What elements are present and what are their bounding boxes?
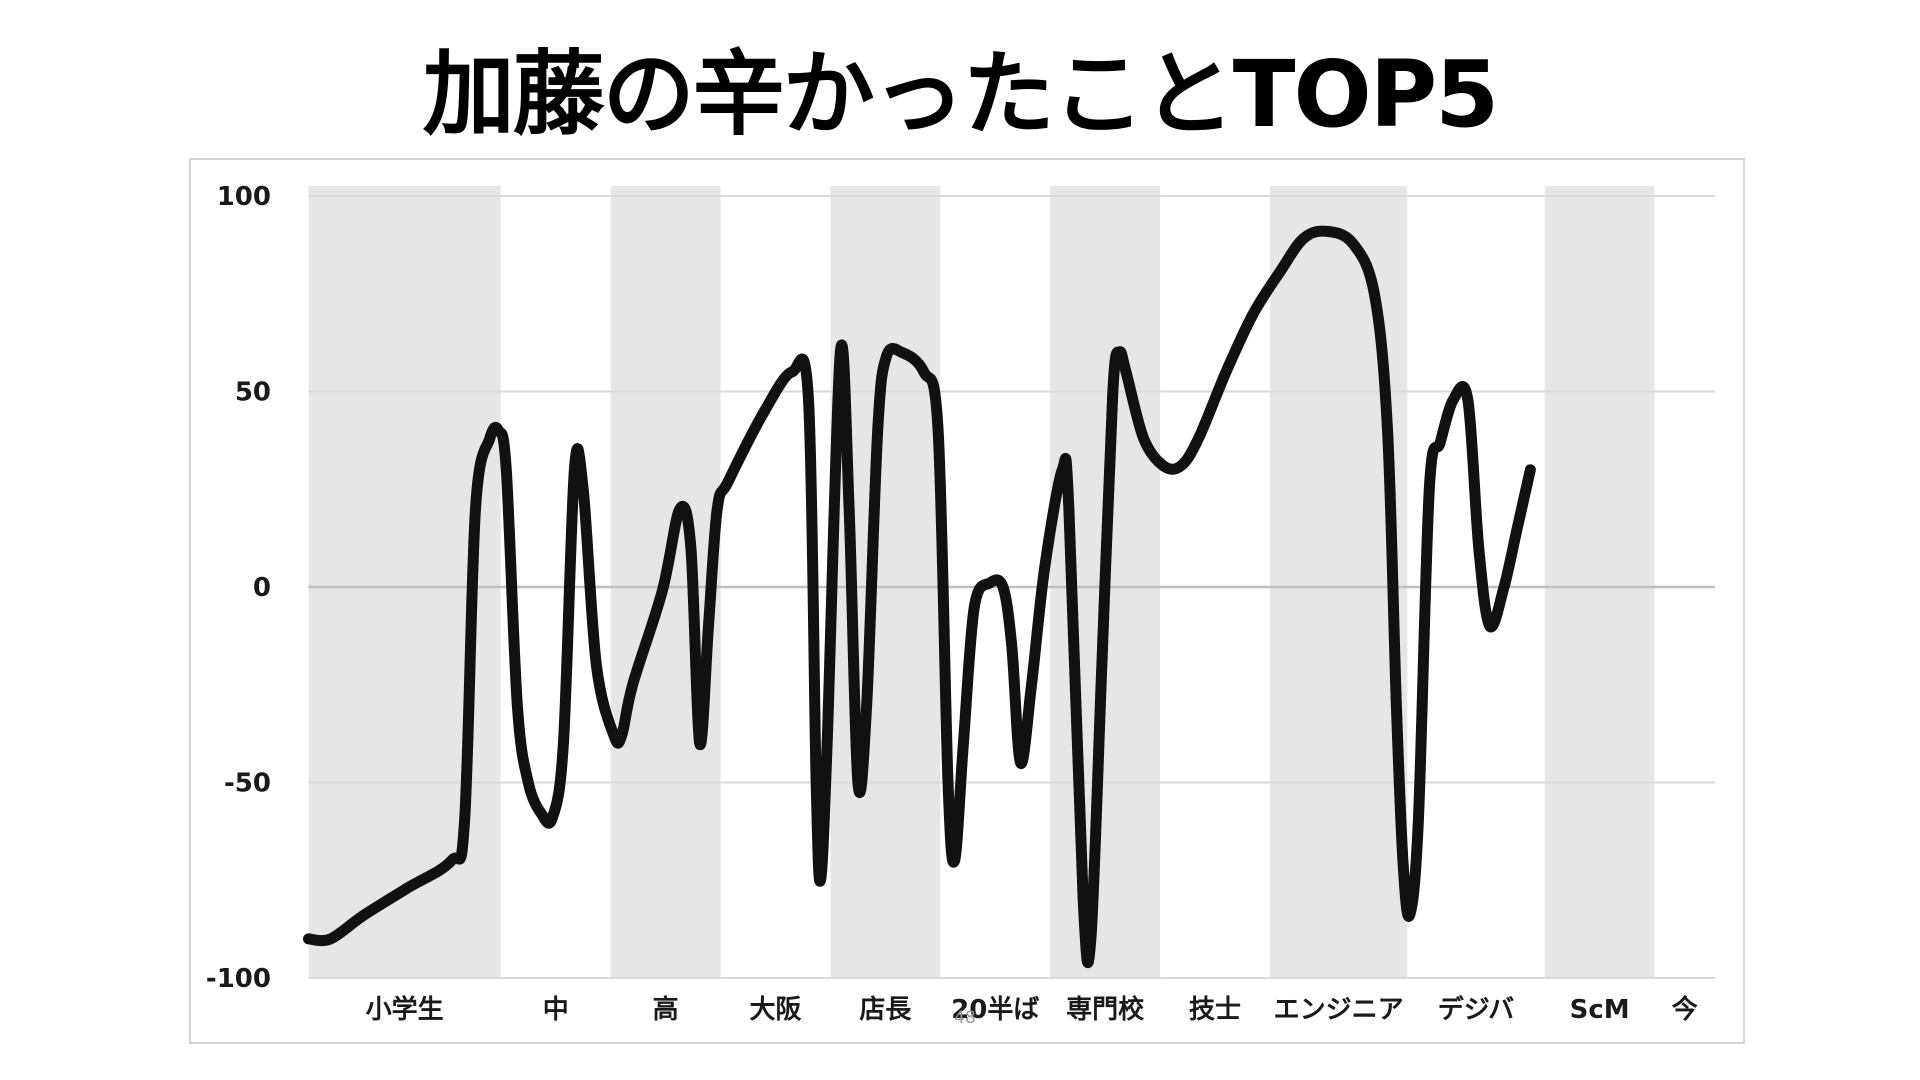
x-tick-label: エンジニア bbox=[1274, 995, 1404, 1025]
chart-frame: 100 50 0 -50 -100 小学生 中 高 大阪 店長 20半ば 専門校 技士 エンジニア デジバ S… bbox=[189, 158, 1745, 1044]
x-tick-label: 技士 bbox=[1189, 995, 1241, 1025]
x-tick-label: デジバ bbox=[1438, 994, 1514, 1025]
x-tick-label: 専門校 bbox=[1066, 994, 1145, 1025]
x-tick-label: 大阪 bbox=[749, 995, 801, 1025]
shaded-band bbox=[1269, 186, 1408, 978]
slide-title: 加藤の辛かったことTOP5 bbox=[422, 41, 1499, 148]
x-tick-label: 小学生 bbox=[366, 994, 444, 1025]
x-tick-label: 店長 bbox=[859, 995, 912, 1025]
y-tick-label: 0 bbox=[253, 573, 271, 603]
y-tick-label: -100 bbox=[206, 964, 271, 994]
x-tick-label: 今 bbox=[1672, 994, 1698, 1025]
x-tick-label: 高 bbox=[653, 994, 679, 1025]
series-line bbox=[302, 225, 1536, 969]
x-tick-label: ScM bbox=[1570, 995, 1630, 1025]
x-tick-label: 中 bbox=[543, 995, 569, 1025]
y-tick-label: -50 bbox=[224, 769, 271, 799]
x-tick-label: 20半ば bbox=[951, 995, 1039, 1025]
y-tick-label: 50 bbox=[235, 378, 271, 408]
line-chart: 100 50 0 -50 -100 小学生 中 高 大阪 店長 20半ば 専門校 技士 エンジニア デジバ S… bbox=[206, 182, 1715, 1025]
shaded-band bbox=[1544, 186, 1655, 978]
y-tick-label: 100 bbox=[217, 182, 271, 212]
page-number: 48 bbox=[954, 1008, 976, 1028]
